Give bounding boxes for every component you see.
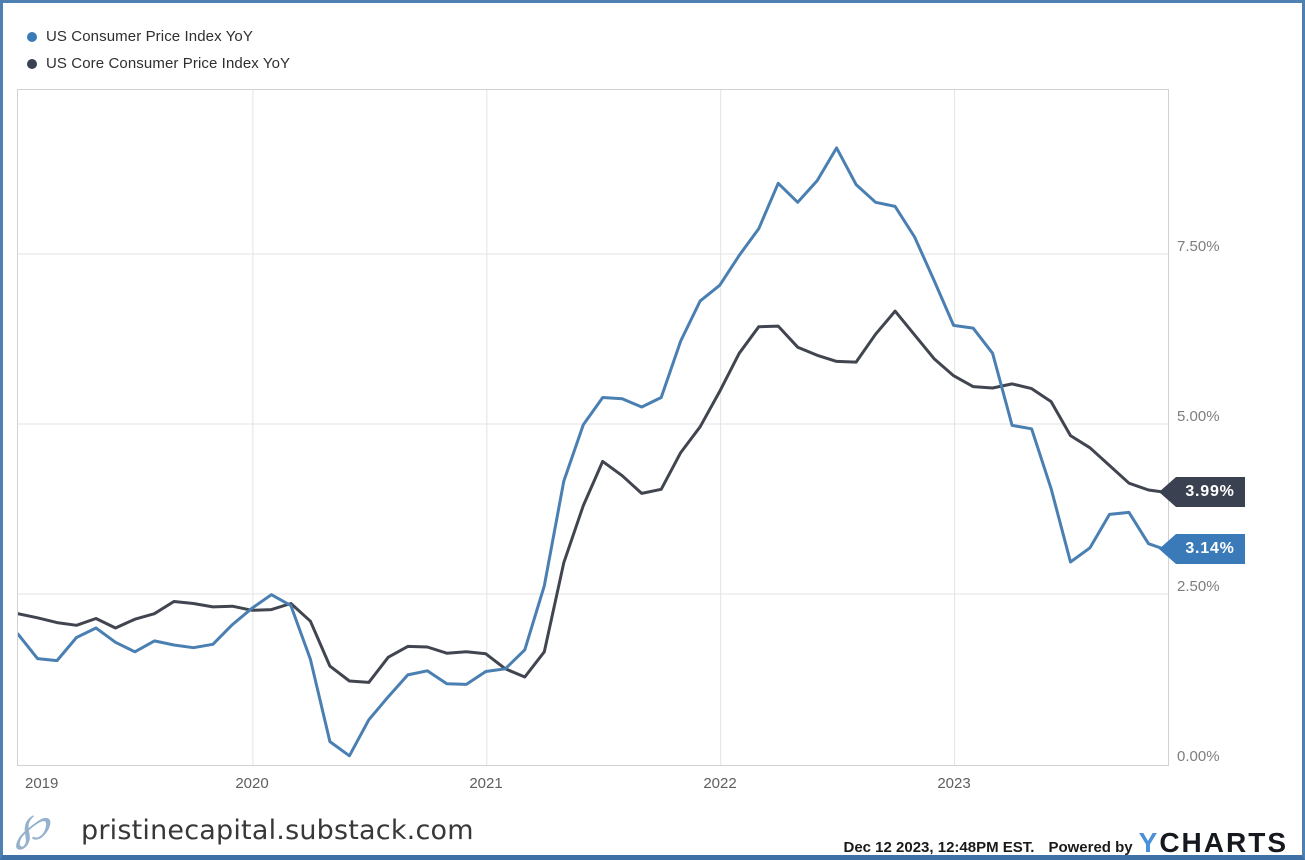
x-axis-tick-label: 2019 <box>25 775 59 792</box>
core-cpi-end-value-badge: 3.99% <box>1159 477 1245 507</box>
ycharts-logo-y: Y <box>1138 827 1160 858</box>
core-cpi-end-value: 3.99% <box>1185 483 1235 500</box>
legend-label-core-cpi: US Core Consumer Price Index YoY <box>46 55 291 72</box>
y-axis-tick-label: 2.50% <box>1177 578 1220 595</box>
x-axis-tick-label: 2023 <box>937 775 971 792</box>
cpi-end-value: 3.14% <box>1185 540 1235 557</box>
legend-item-cpi: US Consumer Price Index YoY <box>27 23 290 50</box>
powered-by-label: Powered by <box>1048 839 1133 856</box>
y-axis-tick-label: 0.00% <box>1177 748 1220 765</box>
legend-label-cpi: US Consumer Price Index YoY <box>46 28 253 45</box>
y-axis-tick-label: 7.50% <box>1177 238 1220 255</box>
core-cpi-series-color-dot-icon <box>27 58 37 69</box>
ycharts-logo: YCHARTS <box>1138 827 1288 858</box>
cpi-series-color-dot-icon <box>27 31 37 42</box>
attribution-bar: Dec 12 2023, 12:48PM EST. Powered by YCH… <box>843 827 1288 858</box>
pristine-capital-logo-icon: ℘ <box>15 795 49 851</box>
x-axis-tick-label: 2020 <box>235 775 269 792</box>
chart-plot-area <box>17 89 1169 766</box>
legend-item-core-cpi: US Core Consumer Price Index YoY <box>27 50 290 77</box>
line-chart-canvas <box>18 90 1168 765</box>
y-axis-tick-label: 5.00% <box>1177 408 1220 425</box>
timestamp-label: Dec 12 2023, 12:48PM EST. <box>843 839 1035 856</box>
publication-domain: pristinecapital.substack.com <box>81 815 474 846</box>
x-axis-tick-label: 2022 <box>703 775 737 792</box>
cpi-end-value-badge: 3.14% <box>1159 534 1245 564</box>
chart-legend: US Consumer Price Index YoY US Core Cons… <box>27 23 290 77</box>
ycharts-logo-charts: CHARTS <box>1159 827 1288 858</box>
x-axis-tick-label: 2021 <box>469 775 503 792</box>
